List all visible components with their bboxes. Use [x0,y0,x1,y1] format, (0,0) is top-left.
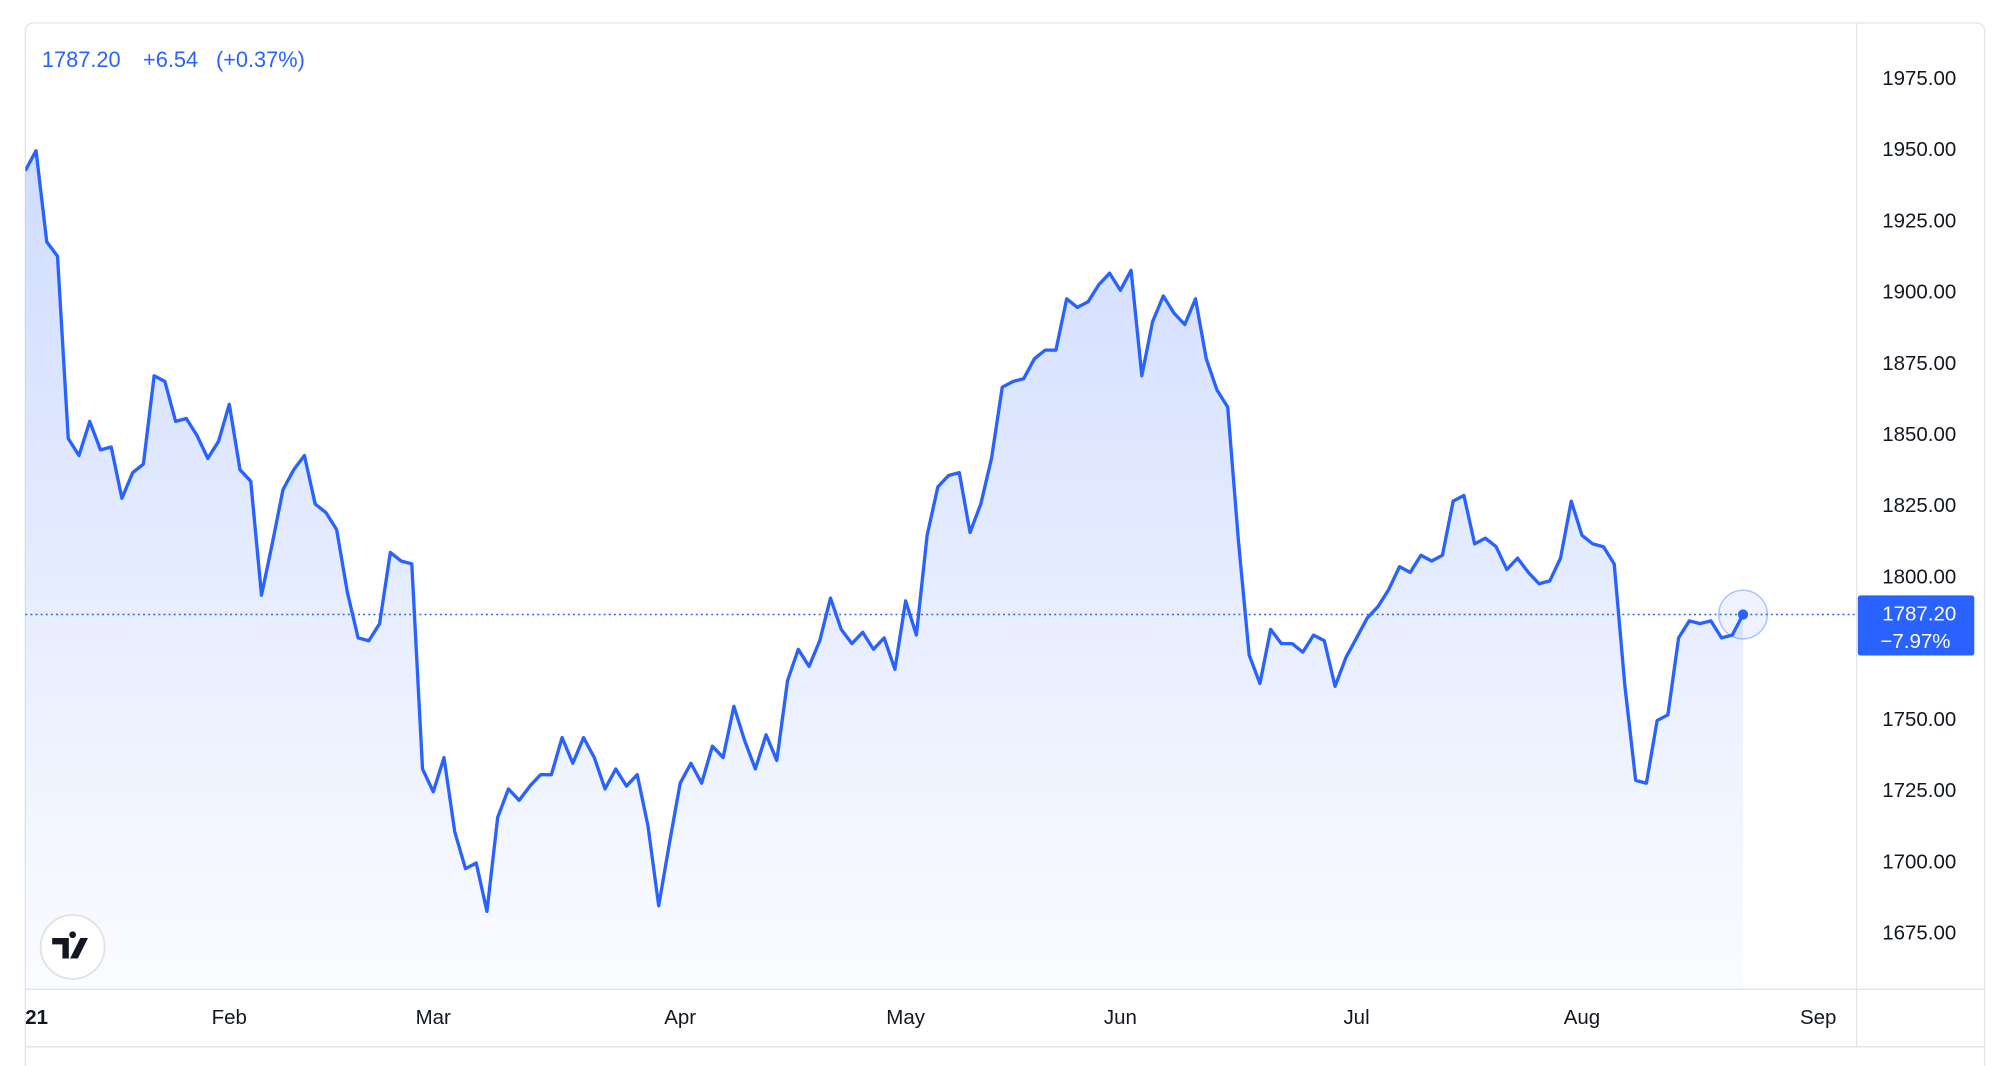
last-point [1737,609,1749,620]
x-tick-label: May [886,1006,925,1029]
y-tick-label: 1800.00 [1882,565,1956,588]
y-tick-label: 1700.00 [1882,850,1956,873]
x-tick-label: Feb [212,1006,247,1029]
y-tick-label: 1975.00 [1882,67,1956,90]
y-tick-label: 1900.00 [1882,281,1956,304]
header-change-pct: (+0.37%) [216,47,305,72]
price-change-label: −7.97% [1880,630,1950,653]
y-tick-label: 1875.00 [1882,352,1956,375]
header-change: +6.54 [143,47,198,72]
x-tick-label: Jul [1343,1006,1369,1029]
x-tick-label: 21 [25,1006,48,1029]
x-tick-label: Sep [1800,1006,1836,1029]
header-value: 1787.20 [42,47,121,72]
price-label-box [1857,595,1975,656]
x-tick-label: Apr [664,1006,696,1029]
logo-mark [52,931,89,959]
logo-circle [39,914,106,980]
area-fill [25,150,1744,990]
plot-area [25,149,1745,990]
y-tick-label: 1925.00 [1882,209,1956,232]
y-tick-label: 1850.00 [1882,423,1956,446]
x-tick-label: Jun [1104,1006,1137,1029]
x-tick-label: Mar [416,1006,451,1029]
y-tick-label: 1950.00 [1882,138,1956,161]
y-tick-label: 1725.00 [1882,779,1956,802]
price-line-series [25,149,1745,914]
logo[interactable] [39,914,106,980]
price-label: 1787.20 [1882,603,1956,626]
y-tick-label: 1675.00 [1882,922,1956,945]
y-tick-label: 1750.00 [1882,708,1956,731]
y-tick-label: 1825.00 [1882,494,1956,517]
x-tick-label: Aug [1564,1006,1600,1029]
